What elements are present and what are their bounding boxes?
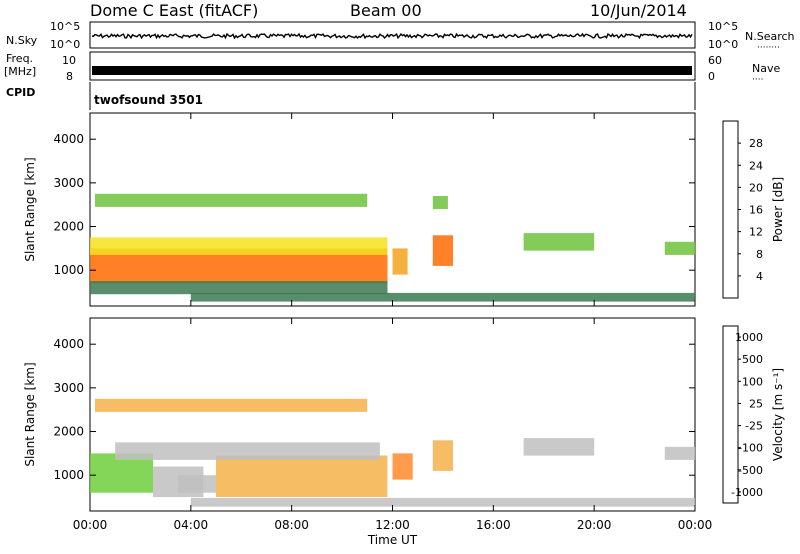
nave-marker: ···· [752,75,763,85]
colorbar-tick-label: 25 [749,397,763,410]
x-tick-label: 00:00 [678,518,713,532]
x-axis-label: Time UT [367,533,418,547]
data-cell [95,193,368,207]
freq-tick-bottom: 8 [66,70,73,83]
nsky-panel-frame [89,21,696,49]
data-cell [432,440,453,471]
x-tick-label: 16:00 [476,518,511,532]
data-cell [523,438,595,456]
colorbar-tick-label: 16 [749,204,763,217]
colorbar-tick-label: 24 [749,159,763,172]
nave-tick-bottom: 0 [708,70,715,83]
y-axis-label: Slant Range [km] [23,362,37,466]
nsky-tick-top: 10^5 [50,20,80,33]
data-cell [178,475,216,493]
data-cell [432,235,453,266]
y-tick-label: 2000 [53,220,84,234]
data-cell [432,196,448,210]
nsearch-tick-top: 10^5 [708,20,738,33]
data-cell [664,446,696,460]
colorbar-tick-label: -25 [745,420,763,433]
freq-tick-top: 10 [62,54,76,67]
data-cell [90,281,388,295]
y-tick-label: 2000 [53,425,84,439]
colorbar-frame [722,325,739,504]
beam-title: Beam 00 [350,1,422,20]
x-tick-label: 04:00 [174,518,209,532]
colorbar-tick-label: 100 [742,375,763,388]
x-tick-label: 12:00 [375,518,410,532]
nave-label: Nave [752,62,780,75]
velocity-panel: 1000 2000 3000 4000 Slant Range [km] 00:00 04:… [23,317,785,547]
data-cell [216,455,388,497]
colorbar-tick-label: 12 [749,226,763,239]
data-cell [90,453,153,493]
cpid-program: twofsound 3501 [94,93,203,107]
colorbar-tick-label: 28 [749,137,763,150]
y-tick-label: 1000 [53,468,84,482]
data-cell [392,248,408,275]
nsky-trace [91,32,693,40]
x-tick-label: 00:00 [73,518,108,532]
nsky-tick-bottom: 10^0 [50,38,80,51]
data-cell [190,497,696,507]
colorbar-tick-label: -500 [738,464,763,477]
freq-label: Freq. [6,52,33,65]
nsearch-label: N.Search [745,30,795,43]
y-axis-label: Slant Range [km] [23,157,37,261]
colorbar-frame [722,120,739,299]
freq-unit-label: [MHz] [4,65,36,78]
x-tick-label: 20:00 [577,518,612,532]
data-cell [523,233,595,251]
colorbar-tick-label: 1000 [735,331,763,344]
nsearch-tick-bottom: 10^0 [708,38,738,51]
colorbar-label: Velocity [m s⁻¹] [771,368,785,461]
freq-panel-frame [89,51,696,81]
nsky-label: N.Sky [6,34,38,47]
data-cell [392,453,413,480]
y-tick-label: 3000 [53,176,84,190]
colorbar-tick-label: -100 [738,442,763,455]
data-cell [95,398,368,412]
y-tick-label: 4000 [53,337,84,351]
data-cell [664,241,696,255]
y-tick-label: 1000 [53,263,84,277]
data-cell [190,292,696,302]
nsearch-marker: ········ [757,43,780,53]
x-tick-label: 08:00 [274,518,309,532]
colorbar-tick-label: 4 [756,270,763,283]
colorbar-tick-label: 20 [749,181,763,194]
station-title: Dome C East (fitACF) [90,1,258,20]
colorbar-label: Power [dB] [771,177,785,242]
data-cell [115,442,380,460]
colorbar-tick-label: 8 [756,248,763,261]
date-title: 10/Jun/2014 [590,1,687,20]
freq-trace [92,66,692,75]
y-tick-label: 4000 [53,132,84,146]
nave-tick-top: 60 [708,54,722,67]
colorbar-tick-label: 500 [742,353,763,366]
cpid-label: CPID [6,86,35,99]
power-panel: 1000 2000 3000 4000 Slant Range [km] 4 8 12 16 20… [23,112,785,307]
data-cell [90,237,388,255]
colorbar-tick-label: -1000 [731,486,763,499]
y-tick-label: 3000 [53,381,84,395]
